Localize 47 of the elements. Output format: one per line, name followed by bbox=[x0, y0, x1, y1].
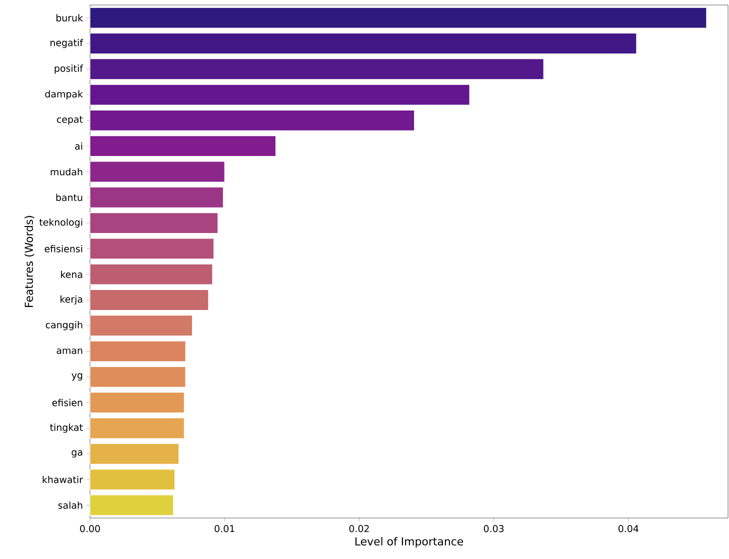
bar bbox=[90, 418, 185, 439]
y-tick-label: mudah bbox=[50, 168, 82, 176]
bar bbox=[90, 264, 213, 285]
y-tick-label: positif bbox=[54, 64, 84, 74]
bar bbox=[90, 494, 174, 516]
y-tick-label: cepat bbox=[56, 116, 83, 125]
bar bbox=[90, 468, 176, 490]
y-tick-label: kerja bbox=[60, 295, 82, 305]
y-tick-label: khawatir bbox=[42, 476, 83, 484]
bar bbox=[90, 32, 637, 54]
bar bbox=[90, 443, 180, 464]
bar bbox=[90, 58, 544, 80]
y-tick-label: efisiensi bbox=[44, 245, 82, 252]
x-tick-label: 0.02 bbox=[349, 525, 369, 532]
x-tick-label: 0.04 bbox=[618, 525, 638, 532]
bar bbox=[90, 392, 185, 414]
y-tick-label: aman bbox=[56, 348, 82, 354]
y-tick-label: negatif bbox=[50, 38, 84, 48]
y-tick-label: dampak bbox=[45, 90, 83, 100]
y-axis-title: Features (Words) bbox=[24, 216, 34, 307]
y-tick-label: kena bbox=[61, 270, 82, 278]
y-tick-label: salah bbox=[58, 502, 82, 509]
bar bbox=[90, 110, 415, 131]
bar bbox=[90, 238, 214, 260]
x-tick-label: 0.03 bbox=[484, 525, 504, 532]
y-tick-label: buruk bbox=[56, 14, 83, 22]
bar bbox=[90, 340, 186, 362]
y-tick-label: teknologi bbox=[39, 218, 82, 228]
x-axis-title: Level of Importance bbox=[355, 537, 464, 548]
x-tick-label: 0.01 bbox=[214, 525, 234, 532]
y-tick-label: tingkat bbox=[50, 424, 83, 433]
y-tick-label: ga bbox=[72, 450, 82, 458]
bar bbox=[90, 84, 470, 106]
y-tick-label: canggih bbox=[46, 321, 82, 330]
y-tick-label: ai bbox=[75, 142, 82, 150]
bar bbox=[90, 289, 209, 311]
y-tick-label: yg bbox=[72, 373, 82, 381]
bar bbox=[90, 186, 224, 208]
bar bbox=[90, 136, 276, 157]
y-tick-label: bantu bbox=[56, 194, 82, 202]
x-tick-label: 0.00 bbox=[80, 525, 100, 532]
y-tick-label: efisien bbox=[52, 398, 82, 406]
bar bbox=[90, 315, 193, 336]
bar bbox=[90, 366, 186, 388]
bar bbox=[90, 7, 707, 28]
bar bbox=[90, 161, 225, 182]
bar bbox=[90, 212, 218, 234]
